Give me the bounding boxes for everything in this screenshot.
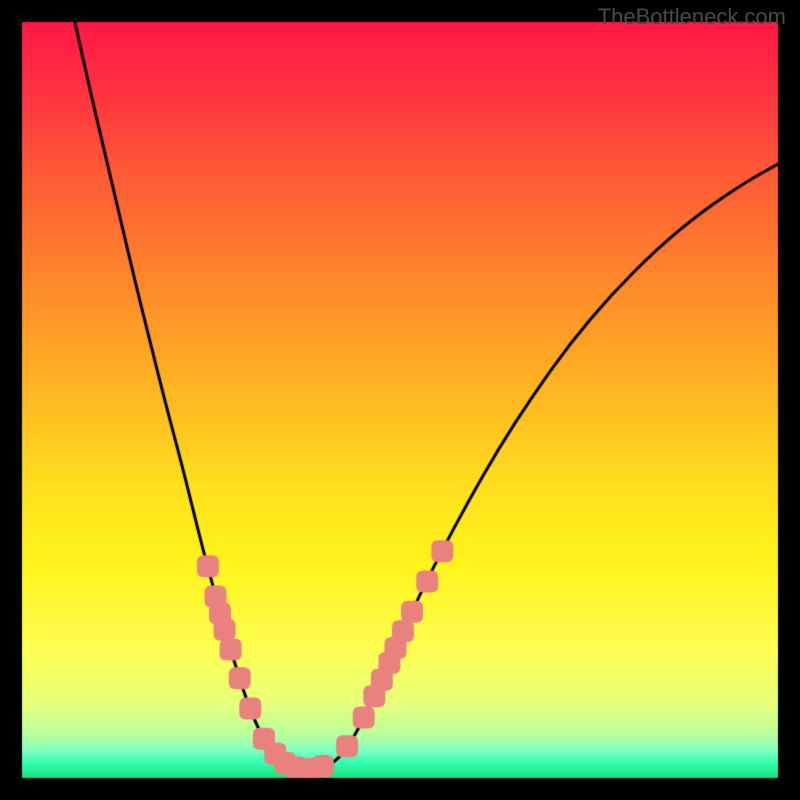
bottleneck-chart-canvas [0,0,800,800]
